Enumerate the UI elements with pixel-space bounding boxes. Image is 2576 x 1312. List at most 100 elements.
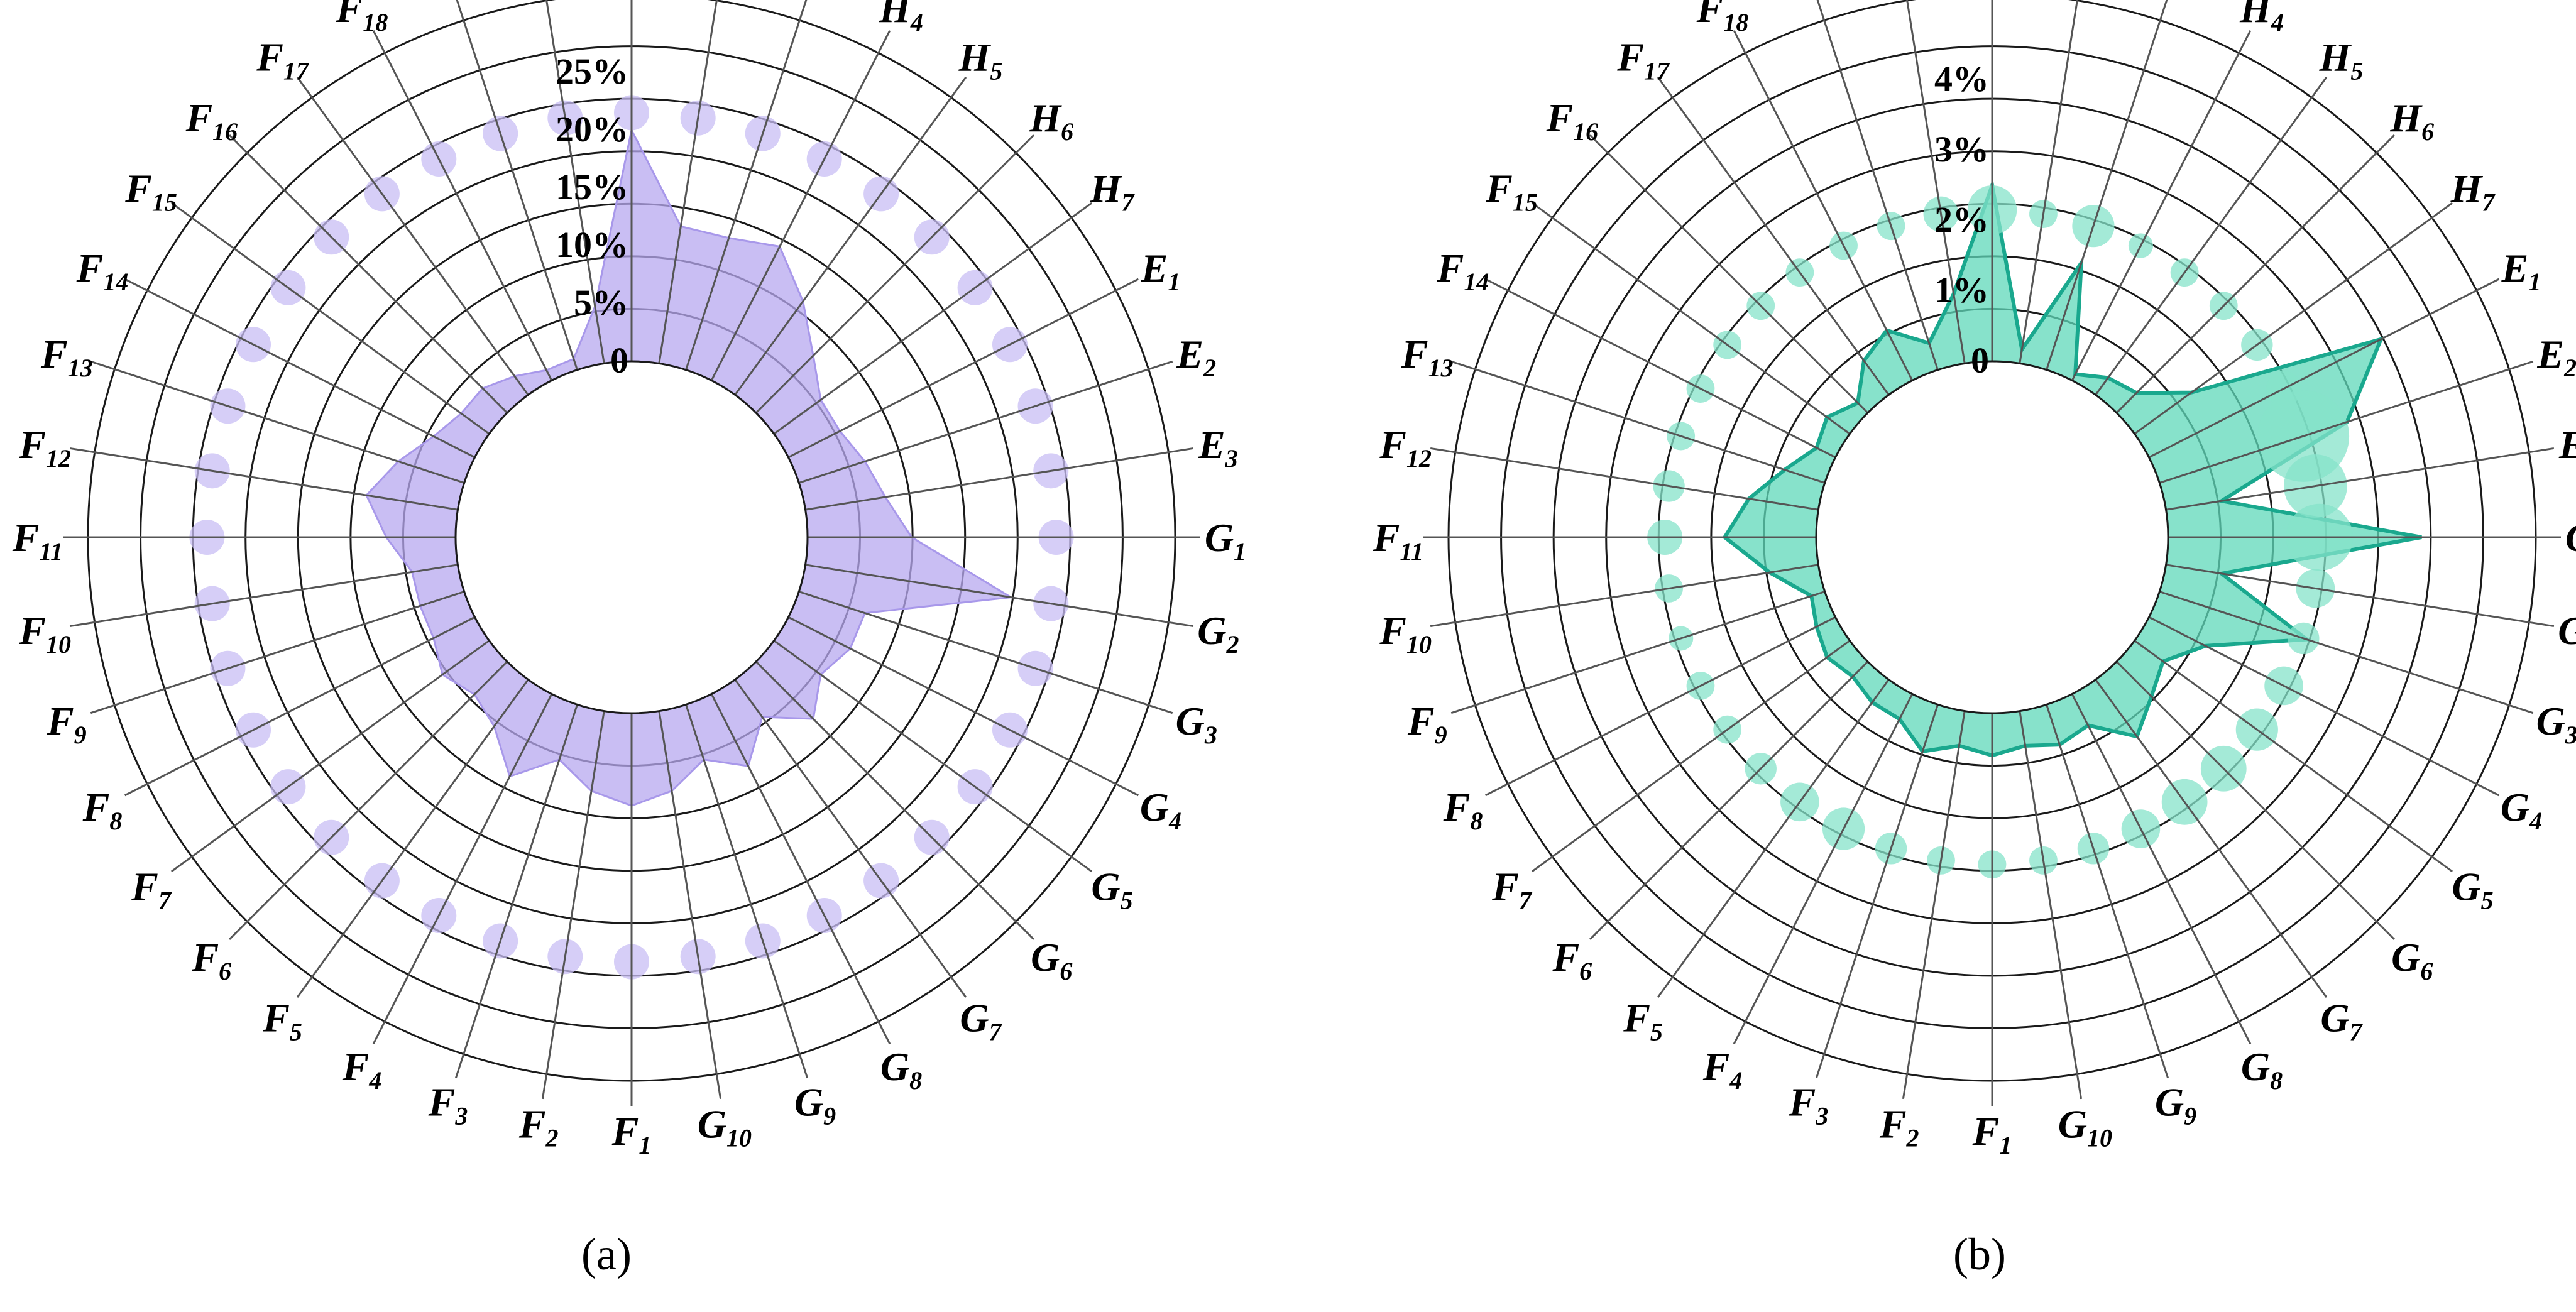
category-label: E1 <box>2501 246 2541 296</box>
category-label: F17 <box>1616 35 1670 85</box>
spoke-line <box>372 30 553 381</box>
spoke-line <box>787 278 1139 459</box>
category-label: G6 <box>2391 935 2433 985</box>
radial-tick-label: 15% <box>556 167 628 207</box>
spoke-line <box>1906 0 1966 364</box>
spoke-line <box>69 447 458 511</box>
category-label: F13 <box>40 332 93 382</box>
spoke-line <box>787 616 1139 797</box>
category-label: G3 <box>1176 699 1217 749</box>
category-label: F6 <box>1552 935 1592 985</box>
spoke-line <box>2046 0 2168 371</box>
category-label: F3 <box>428 1080 468 1130</box>
spoke-line <box>69 564 458 628</box>
spoke-line <box>2159 360 2534 484</box>
category-label: F17 <box>256 35 310 85</box>
spoke-line <box>1531 640 1851 873</box>
category-label: G7 <box>2320 996 2363 1046</box>
category-label: G10 <box>2058 1102 2112 1152</box>
spoke-line <box>2095 76 2328 396</box>
spoke-line <box>90 591 465 714</box>
category-label: F19 <box>422 0 474 1</box>
radial-tick-label: 10% <box>556 224 628 265</box>
category-label: E2 <box>1176 332 1216 382</box>
spoke-line <box>545 0 605 364</box>
category-label: G1 <box>2565 515 2576 566</box>
spoke-line <box>773 202 1093 435</box>
category-label: F9 <box>47 699 87 749</box>
category-label: G2 <box>2558 608 2576 659</box>
category-label: H6 <box>1029 96 1073 146</box>
radar-chart-b: H1H2H3H4H5H6H7E1E2E3G1G2G3G4G5G6G7G8G9G1… <box>1373 0 2576 1159</box>
category-label: G10 <box>698 1102 752 1152</box>
category-label: H4 <box>2239 0 2284 36</box>
category-label: H3 <box>792 0 837 1</box>
category-label: F12 <box>1379 422 1432 473</box>
spoke-line <box>1430 564 1819 628</box>
category-label: H5 <box>2319 35 2364 85</box>
spoke-line <box>755 660 1034 940</box>
spoke-line <box>2134 640 2453 873</box>
radial-tick-label: 1% <box>1934 270 1989 310</box>
category-label: F15 <box>1485 167 1538 217</box>
spoke-line <box>685 704 809 1079</box>
category-label: F10 <box>18 608 71 659</box>
category-label: G9 <box>794 1080 836 1130</box>
category-label: H4 <box>879 0 923 36</box>
spoke-line <box>2134 202 2453 435</box>
category-label: G4 <box>1140 785 1181 835</box>
spoke-line <box>229 134 508 414</box>
category-label: E1 <box>1141 246 1181 296</box>
spoke-line <box>372 693 553 1045</box>
spoke-line <box>710 30 891 381</box>
spoke-line <box>2071 30 2252 381</box>
radial-tick-label: 20% <box>556 109 628 150</box>
category-label: G6 <box>1031 935 1072 985</box>
category-label: F14 <box>76 246 129 296</box>
category-label: F18 <box>1696 0 1749 36</box>
spoke-line <box>229 660 508 940</box>
spoke-line <box>734 76 967 396</box>
radial-tick-label: 0 <box>1971 340 1989 381</box>
spoke-line <box>124 616 476 797</box>
spoke-line <box>2115 134 2395 414</box>
category-label: F4 <box>1702 1044 1743 1095</box>
spoke-line <box>1816 0 1939 371</box>
category-label: G1 <box>1205 515 1246 566</box>
spoke-line <box>685 0 808 371</box>
category-label: G2 <box>1197 608 1239 659</box>
spoke-line <box>2159 591 2534 714</box>
category-label: F5 <box>262 996 302 1046</box>
category-label: G5 <box>1091 864 1132 914</box>
spoke-line <box>1450 591 1826 714</box>
spoke-line <box>1733 693 1914 1045</box>
category-label: F8 <box>82 785 123 835</box>
category-label: G5 <box>2452 864 2493 914</box>
spoke-line <box>1589 134 1869 414</box>
spoke-line <box>1902 711 1966 1100</box>
category-label: F7 <box>1491 864 1533 914</box>
spoke-line <box>2019 711 2083 1100</box>
panel-label-b: (b) <box>1953 1229 2006 1279</box>
category-label: E3 <box>1198 422 1238 473</box>
category-label: H5 <box>958 35 1003 85</box>
spoke-line <box>2148 616 2500 797</box>
spoke-line <box>2019 0 2078 364</box>
spoke-line <box>170 640 490 873</box>
spoke-line <box>296 76 529 396</box>
spoke-line <box>2166 447 2555 511</box>
spoke-line <box>1484 278 1836 459</box>
category-label: F13 <box>1401 332 1454 382</box>
category-label: F16 <box>1545 96 1598 146</box>
category-label: F10 <box>1379 608 1432 659</box>
spoke-line <box>2046 704 2169 1079</box>
spoke-line <box>798 360 1173 484</box>
category-label: G8 <box>2241 1044 2283 1095</box>
spoke-line <box>1430 447 1819 511</box>
category-label: F4 <box>342 1044 382 1095</box>
radial-tick-label: 3% <box>1934 129 1989 170</box>
category-label: H7 <box>1090 167 1136 217</box>
category-label: F15 <box>124 167 177 217</box>
category-label: G4 <box>2501 785 2542 835</box>
spoke-line <box>773 640 1093 873</box>
